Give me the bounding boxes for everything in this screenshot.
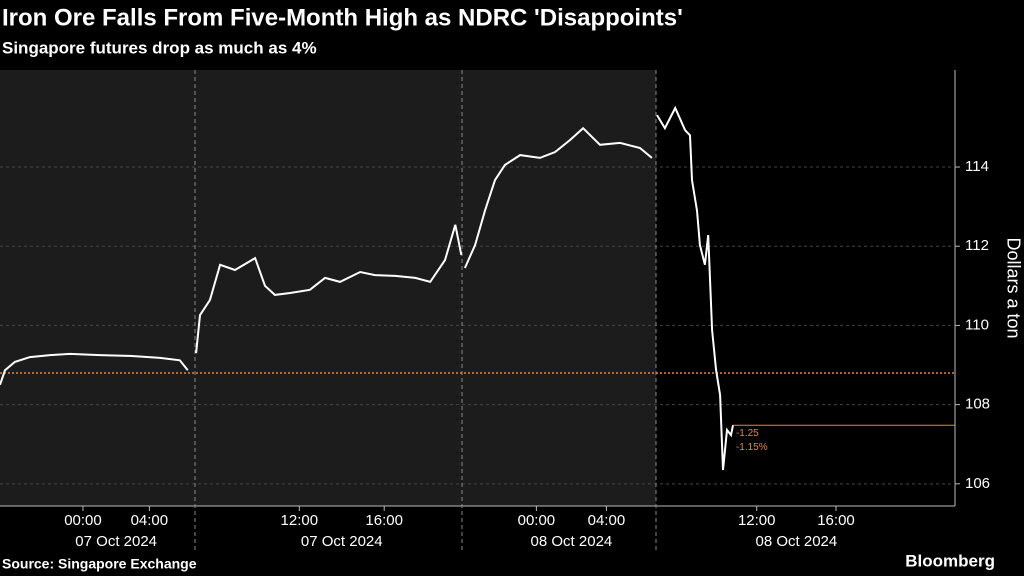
x-tick-label: 04:00 [131, 512, 169, 529]
x-tick-label: 00:00 [64, 512, 102, 529]
chart-title: Iron Ore Falls From Five-Month High as N… [2, 4, 683, 31]
price-line [656, 105, 734, 471]
shaded-sessions [0, 70, 656, 506]
source: Source: Singapore Exchange [2, 556, 197, 572]
date-label: 07 Oct 2024 [75, 533, 157, 550]
price-line [463, 126, 653, 269]
x-tick-label: 16:00 [365, 512, 403, 529]
date-label: 08 Oct 2024 [531, 533, 613, 550]
chart-subtitle: Singapore futures drop as much as 4% [2, 38, 317, 57]
logo: Bloomberg [905, 551, 995, 570]
y-tick-label: 108 [965, 396, 990, 413]
x-tick-label: 04:00 [588, 512, 626, 529]
y-tick-label: 114 [965, 158, 989, 175]
x-tick-label: 12:00 [738, 512, 776, 529]
change-label: -1.15% [736, 442, 768, 453]
y-tick-label: 106 [965, 475, 990, 492]
x-tick-label: 16:00 [817, 512, 855, 529]
change-label: -1.25 [736, 428, 759, 439]
x-tick-label: 00:00 [518, 512, 556, 529]
price-line [0, 352, 189, 386]
date-label: 08 Oct 2024 [756, 533, 838, 550]
y-tick-label: 110 [965, 316, 989, 333]
date-label: 07 Oct 2024 [301, 533, 383, 550]
y-axis-title: Dollars a ton [1003, 237, 1023, 338]
x-tick-label: 12:00 [281, 512, 319, 529]
price-line [195, 224, 463, 354]
y-tick-label: 112 [965, 237, 989, 254]
